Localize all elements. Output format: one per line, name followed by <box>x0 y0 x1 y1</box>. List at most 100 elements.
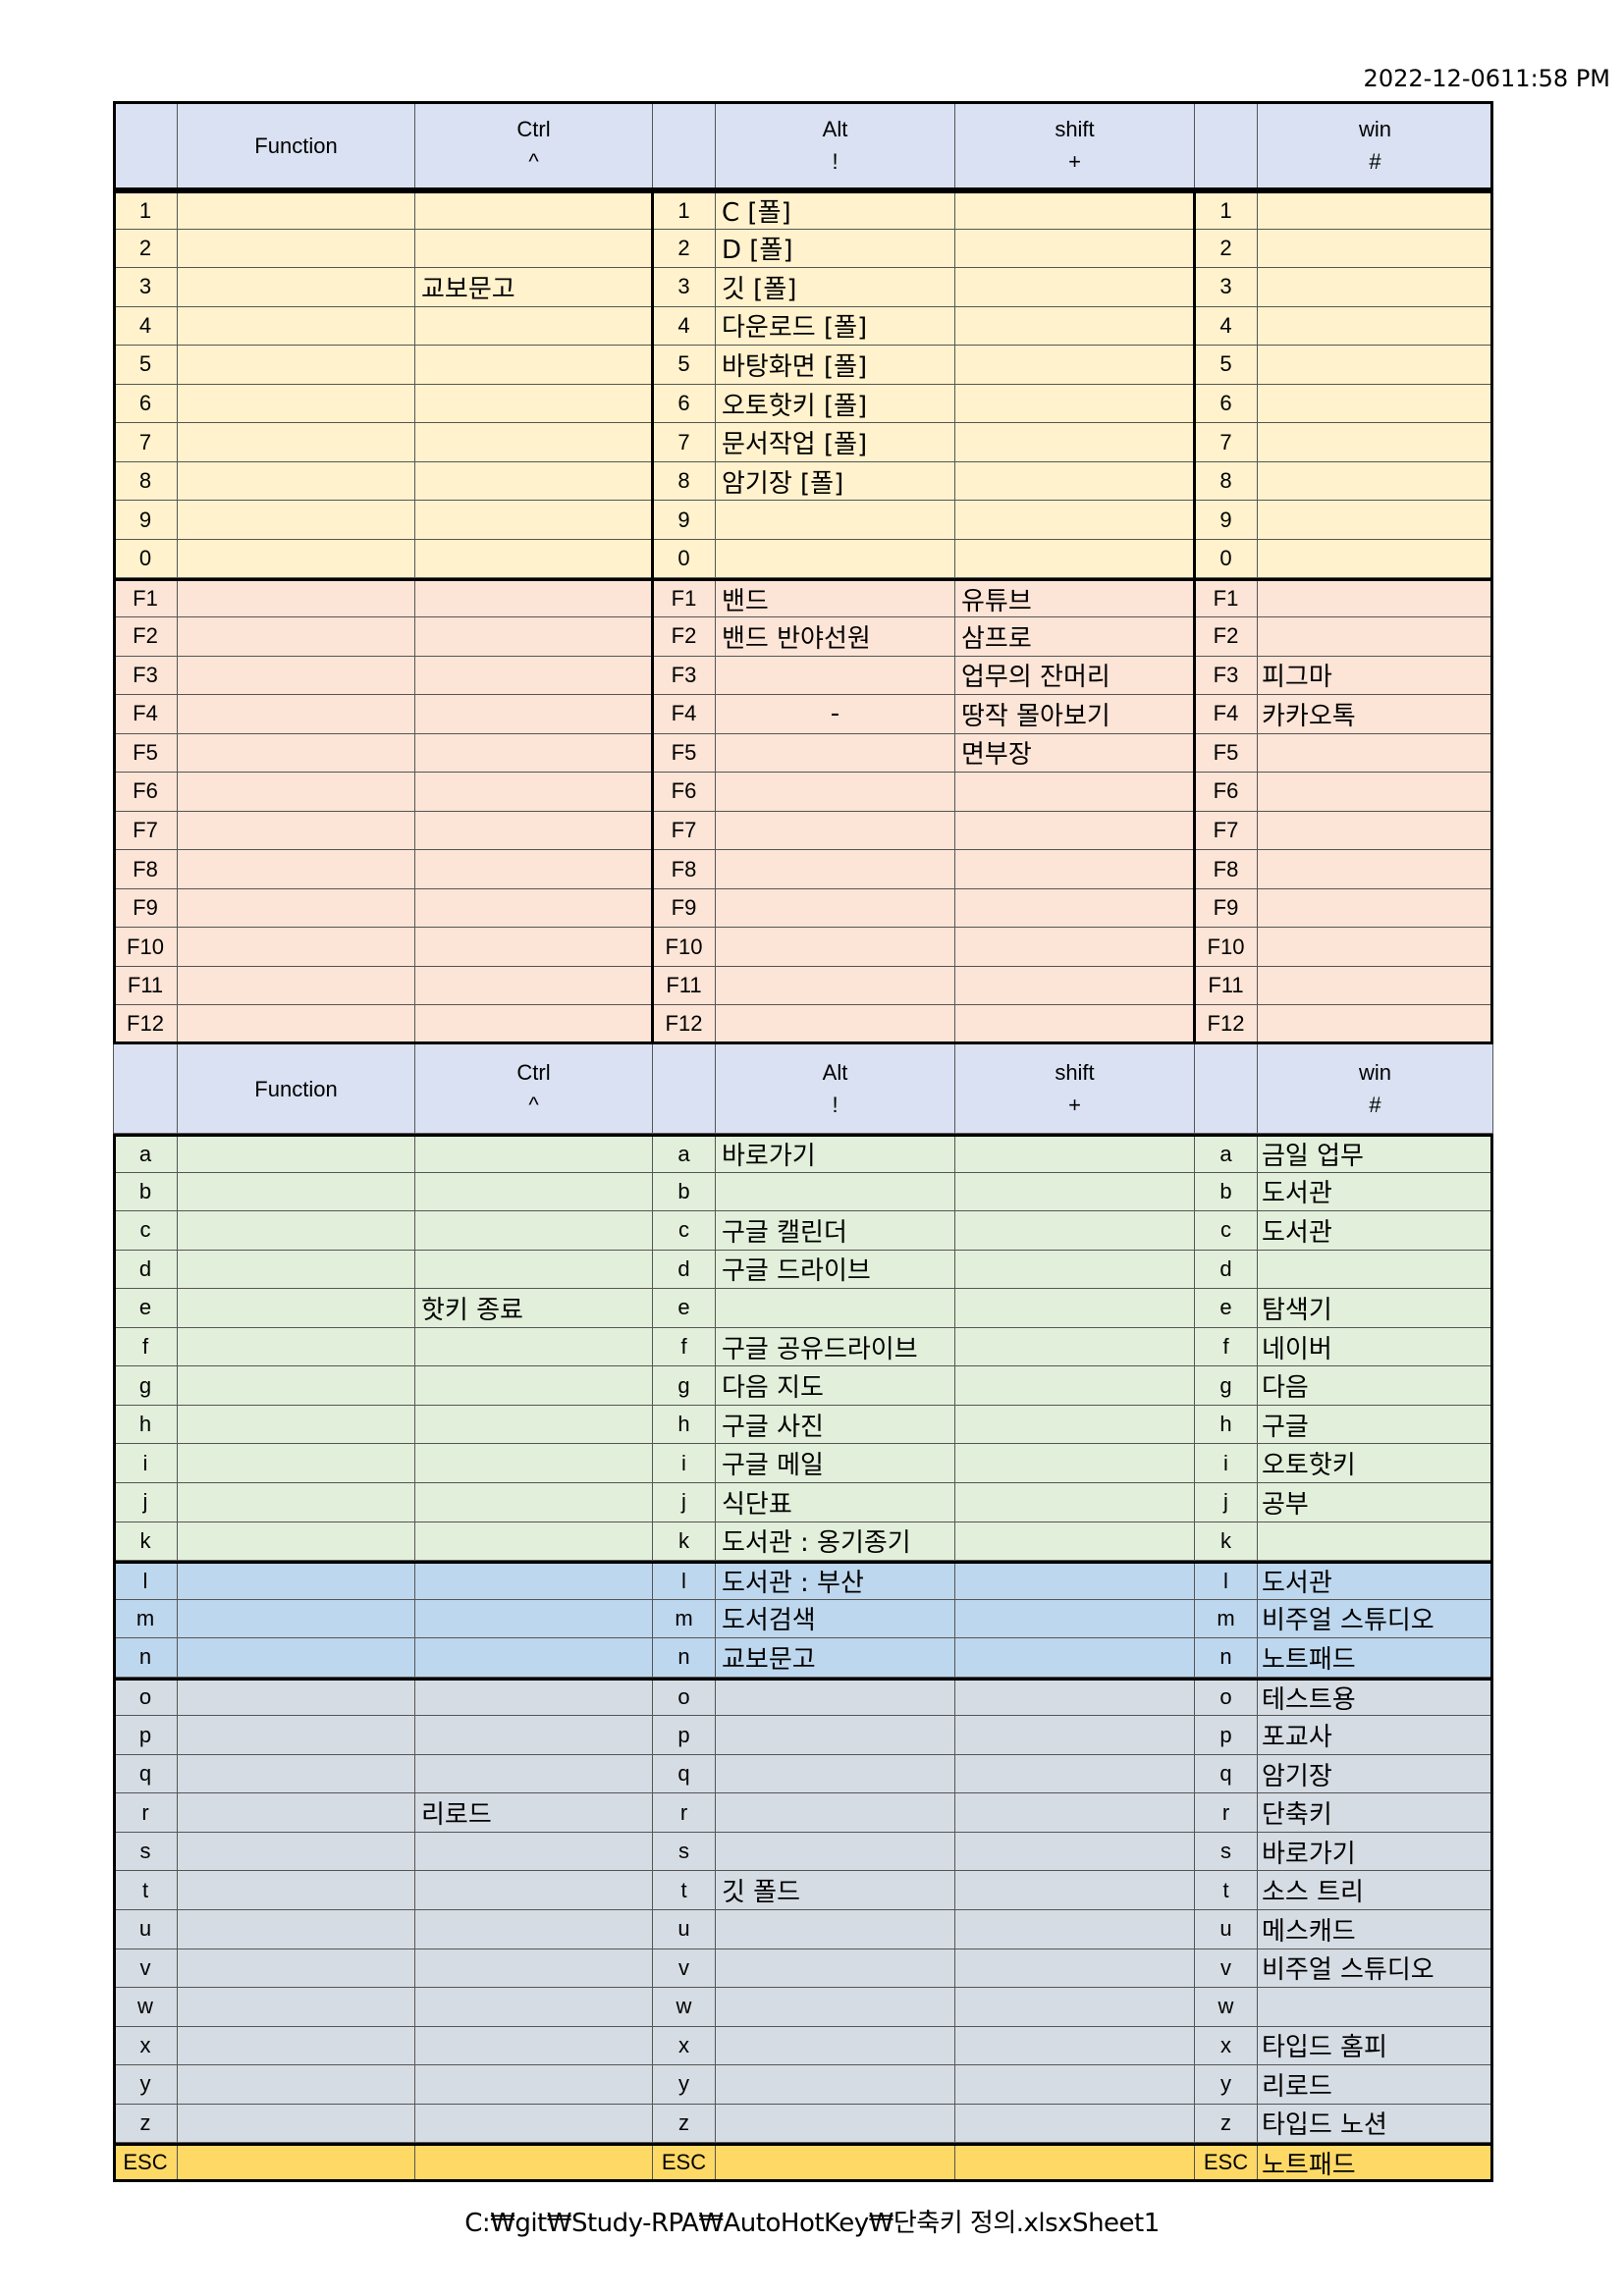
function-cell <box>178 1005 415 1042</box>
alt-cell <box>716 2026 955 2065</box>
header-label: shift <box>1055 1060 1095 1086</box>
key-label: q <box>1195 1754 1258 1793</box>
win-cell: 공부 <box>1258 1482 1493 1522</box>
key-label: q <box>653 1754 716 1793</box>
key-label: 3 <box>1195 268 1258 306</box>
table-row: F8 F8 F8 <box>113 850 1493 889</box>
key-label: 9 <box>113 501 178 539</box>
alt-cell: 구글 공유드라이브 <box>716 1327 955 1366</box>
ctrl-cell <box>415 850 653 888</box>
function-cell <box>178 617 415 656</box>
key-label: f <box>1195 1327 1258 1366</box>
alt-cell <box>716 1172 955 1211</box>
alt-cell <box>716 733 955 773</box>
header-blank-key <box>653 1044 716 1134</box>
win-cell: 도서관 <box>1258 1211 1493 1250</box>
key-label: b <box>113 1172 178 1211</box>
shift-cell <box>955 811 1195 850</box>
key-label: y <box>113 2065 178 2104</box>
ctrl-cell <box>415 1405 653 1444</box>
win-cell <box>1258 501 1493 539</box>
ctrl-cell <box>415 1638 653 1677</box>
table-row: ESC ESC ESC 노트패드 <box>113 2143 1493 2182</box>
win-cell <box>1258 193 1493 229</box>
function-cell <box>178 268 415 306</box>
shift-cell <box>955 1211 1195 1250</box>
header-function: Function <box>178 1044 415 1134</box>
win-cell: 도서관 <box>1258 1564 1493 1599</box>
key-label: ESC <box>1195 2146 1258 2179</box>
function-cell <box>178 2026 415 2065</box>
win-cell: 카카오톡 <box>1258 695 1493 733</box>
key-label: g <box>113 1366 178 1405</box>
key-label: k <box>1195 1522 1258 1561</box>
function-cell <box>178 2146 415 2179</box>
alt-cell <box>716 1793 955 1832</box>
table-row: k k 도서관 : 옹기종기 k <box>113 1522 1493 1562</box>
key-label: c <box>113 1211 178 1250</box>
ctrl-cell <box>415 1482 653 1522</box>
header-blank-key <box>1195 1044 1258 1134</box>
column-header-row: Function Ctrl ^ Alt! shift + win # <box>113 1044 1493 1135</box>
table-row: 6 6 오토핫키 [폴] 6 <box>113 384 1493 424</box>
ctrl-cell <box>415 2026 653 2065</box>
shift-cell <box>955 1793 1195 1832</box>
key-label: z <box>653 2104 716 2143</box>
function-cell <box>178 1444 415 1482</box>
win-cell <box>1258 850 1493 888</box>
table-row: r 리로드 r r 단축키 <box>113 1793 1493 1833</box>
key-label: o <box>113 1680 178 1716</box>
alt-cell: 바탕화면 [폴] <box>716 346 955 384</box>
key-label: ESC <box>653 2146 716 2179</box>
alt-cell <box>716 966 955 1005</box>
key-label: t <box>1195 1871 1258 1909</box>
function-cell <box>178 1871 415 1909</box>
key-label: g <box>653 1366 716 1405</box>
shift-cell <box>955 1250 1195 1289</box>
key-label: m <box>653 1599 716 1638</box>
function-cell <box>178 1289 415 1327</box>
column-header-row: Function Ctrl ^ Alt! shift + win # <box>113 101 1493 190</box>
function-cell <box>178 1172 415 1211</box>
function-cell <box>178 966 415 1005</box>
alt-cell <box>716 1949 955 1988</box>
key-label: F10 <box>653 928 716 966</box>
table-row: 4 4 다운로드 [폴] 4 <box>113 306 1493 347</box>
table-row: l l 도서관 : 부산 l 도서관 <box>113 1561 1493 1600</box>
key-label: F11 <box>653 966 716 1005</box>
alt-cell <box>716 2104 955 2143</box>
win-cell: 비주얼 스튜디오 <box>1258 1949 1493 1988</box>
key-label: 3 <box>113 268 178 306</box>
ctrl-cell <box>415 193 653 229</box>
shift-cell <box>955 2065 1195 2104</box>
key-label: F9 <box>113 888 178 928</box>
header-symbol: + <box>1068 149 1081 174</box>
table-row: F5 F5 면부장 F5 <box>113 733 1493 774</box>
alt-cell: 문서작업 [폴] <box>716 423 955 461</box>
key-label: 8 <box>113 461 178 501</box>
key-label: 4 <box>653 306 716 346</box>
key-label: 4 <box>113 306 178 346</box>
header-shift: shift + <box>955 1044 1195 1134</box>
shift-cell <box>955 384 1195 423</box>
key-label: p <box>1195 1716 1258 1754</box>
function-cell <box>178 384 415 423</box>
header-win: win # <box>1258 101 1493 189</box>
key-label: 3 <box>653 268 716 306</box>
key-label: k <box>653 1522 716 1561</box>
key-label: h <box>113 1405 178 1444</box>
key-label: F1 <box>1195 581 1258 617</box>
alt-cell: - <box>716 695 955 733</box>
table-row: g g 다음 지도 g 다음 <box>113 1366 1493 1406</box>
key-label: 1 <box>113 193 178 229</box>
function-cell <box>178 850 415 888</box>
ctrl-cell <box>415 306 653 346</box>
ctrl-cell <box>415 928 653 966</box>
win-cell: 바로가기 <box>1258 1832 1493 1871</box>
win-cell <box>1258 461 1493 501</box>
alt-cell: 암기장 [폴] <box>716 461 955 501</box>
function-cell <box>178 1716 415 1754</box>
alt-cell <box>716 811 955 850</box>
